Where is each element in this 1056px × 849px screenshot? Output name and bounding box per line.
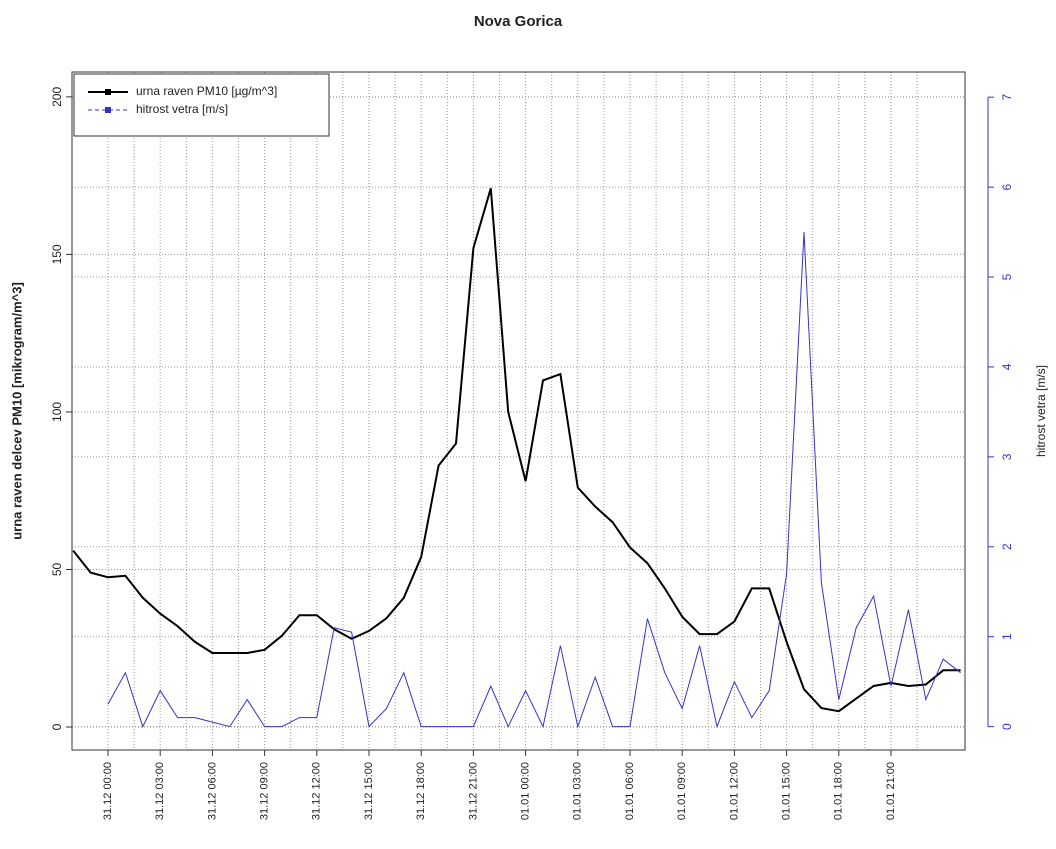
legend-marker bbox=[105, 89, 111, 95]
legend-label: urna raven PM10 [µg/m^3] bbox=[136, 84, 277, 98]
y2-tick-label: 6 bbox=[1000, 183, 1014, 190]
y-axis-label: urna raven delcev PM10 [mikrogram/m^3] bbox=[9, 282, 24, 540]
x-tick-label: 01.01 15:00 bbox=[781, 762, 793, 820]
legend-box bbox=[73, 73, 330, 137]
chart-title: Nova Gorica bbox=[474, 13, 563, 30]
x-tick-label: 01.01 18:00 bbox=[833, 762, 845, 820]
x-tick-label: 31.12 00:00 bbox=[102, 762, 114, 820]
y-tick-label: 50 bbox=[50, 562, 64, 576]
x-tick-label: 01.01 09:00 bbox=[676, 762, 688, 820]
y2-tick-label: 4 bbox=[1000, 363, 1014, 370]
y-tick-label: 100 bbox=[50, 402, 64, 422]
x-tick-label: 01.01 21:00 bbox=[885, 762, 897, 820]
x-tick-label: 31.12 21:00 bbox=[467, 762, 479, 820]
y-tick-label: 0 bbox=[50, 723, 64, 730]
y-tick-label: 200 bbox=[50, 87, 64, 107]
plot-frame bbox=[71, 71, 966, 751]
y2-tick-label: 2 bbox=[1000, 543, 1014, 550]
y2-tick-label: 5 bbox=[1000, 273, 1014, 280]
y2-axis-label: hitrost vetra [m/s] bbox=[1034, 365, 1048, 457]
x-tick-label: 01.01 06:00 bbox=[624, 762, 636, 820]
series-line bbox=[107, 232, 961, 729]
y2-tick-label: 1 bbox=[1000, 633, 1014, 640]
x-tick-label: 01.01 03:00 bbox=[572, 762, 584, 820]
x-tick-label: 31.12 12:00 bbox=[311, 762, 323, 820]
legend-marker bbox=[105, 107, 111, 113]
x-tick-label: 31.12 09:00 bbox=[259, 762, 271, 820]
x-tick-label: 01.01 00:00 bbox=[520, 762, 532, 820]
x-tick-label: 31.12 03:00 bbox=[154, 762, 166, 820]
x-tick-label: 31.12 15:00 bbox=[363, 762, 375, 820]
y2-tick-label: 3 bbox=[1000, 453, 1014, 460]
x-tick-label: 31.12 18:00 bbox=[415, 762, 427, 820]
y2-tick-label: 0 bbox=[1000, 723, 1014, 730]
x-tick-label: 31.12 06:00 bbox=[206, 762, 218, 820]
x-tick-label: 01.01 12:00 bbox=[728, 762, 740, 820]
series-line bbox=[72, 188, 961, 713]
y2-tick-label: 7 bbox=[1000, 94, 1014, 101]
legend-label: hitrost vetra [m/s] bbox=[136, 102, 228, 116]
y-tick-label: 150 bbox=[50, 244, 64, 264]
